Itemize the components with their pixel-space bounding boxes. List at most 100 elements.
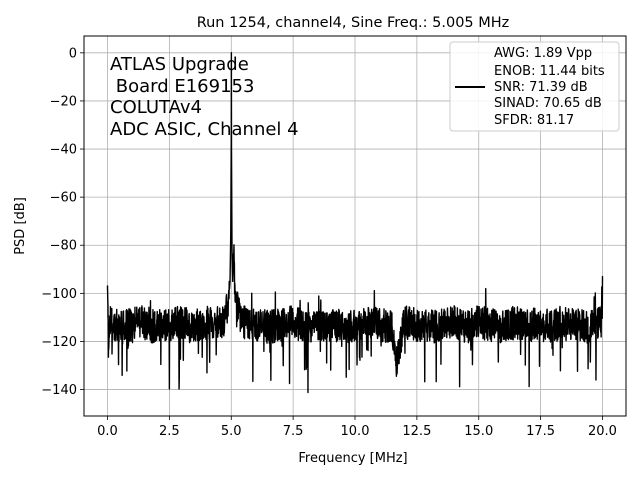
psd-data-point [366,321,368,323]
psd-data-point [600,321,602,323]
psd-data-point [552,326,554,328]
psd-data-point [243,321,245,323]
psd-data-point [601,275,604,278]
psd-data-point [106,285,109,287]
psd-data-point [564,321,566,323]
legend-entry-snr: SNR: 71.39 dB [494,80,588,95]
y-axis: 0 −20 −40 −60 −80 −100 −120 −140 [41,46,84,398]
psd-data-point [267,326,269,328]
y-tick-label: −60 [50,191,77,206]
legend-entry-awg: AWG: 1.89 Vpp [494,46,592,61]
psd-data-point [225,311,227,314]
psd-data-point [200,324,203,326]
psd-data-point [329,324,331,326]
psd-data-point [233,254,235,256]
annotation-line-2: Board E169153 [110,76,254,97]
x-tick-label: 2.5 [159,424,180,439]
psd-data-point [151,326,153,328]
annotation-line-4: ADC ASIC, Channel 4 [110,119,299,140]
x-tick-label: 10.0 [341,424,370,439]
psd-data-point [589,326,591,328]
psd-data-point [131,324,133,326]
psd-data-point [191,326,193,328]
psd-data-point [354,324,356,326]
y-tick-label: −120 [41,335,77,350]
psd-data-point [515,321,517,323]
psd-data-point [234,287,236,290]
psd-data-point [465,326,467,328]
legend-entry-sinad: SINAD: 70.65 dB [494,96,602,111]
psd-data-point [121,326,123,328]
x-axis: 0.0 2.5 5.0 7.5 10.0 12.5 15.0 17.5 20.0 [97,416,617,439]
psd-data-point [255,324,257,326]
y-axis-label: PSD [dB] [13,197,28,255]
x-tick-label: 20.0 [588,424,617,439]
psd-data-point [304,326,307,328]
psd-data-point [428,326,430,328]
psd-data-point [218,321,220,323]
legend-box [449,41,620,132]
psd-data-point [490,324,492,326]
psd-data-point [317,324,319,326]
psd-data-point [395,364,397,367]
x-axis-label: Frequency [MHz] [298,451,407,466]
psd-data-point [416,324,418,326]
psd-data-point [342,326,344,328]
psd-data-point [223,319,225,321]
psd-data-point [502,326,505,328]
psd-data-point [228,297,230,299]
series-layer [106,52,604,394]
psd-data-point [107,316,109,318]
psd-data-point [230,232,232,234]
annotation-line-1: ATLAS Upgrade [110,54,249,75]
psd-data-point [280,324,282,326]
legend: AWG: 1.89 Vpp ENOB: 11.44 bits SNR: 71.3… [449,41,620,132]
psd-data-point [230,52,232,54]
board-annotation: ATLAS Upgrade Board E169153 COLUTAv4 ADC… [110,54,299,140]
x-tick-label: 5.0 [221,424,242,439]
legend-entry-sfdr: SFDR: 81.17 [494,113,574,128]
annotation-line-3: COLUTAv4 [110,97,202,118]
y-tick-label: −100 [41,287,77,302]
psd-data-point [527,324,529,326]
x-tick-label: 15.0 [464,424,493,439]
legend-entry-enob: ENOB: 11.44 bits [494,64,605,79]
x-tick-label: 12.5 [402,424,431,439]
x-tick-label: 17.5 [526,424,555,439]
psd-data-point [391,326,393,328]
psd-data-point [478,321,480,323]
psd-data-point [231,249,233,251]
psd-data-point [229,280,231,282]
psd-data-point [107,345,110,347]
psd-data-point [577,324,579,326]
psd-data-point [141,321,143,323]
psd-data-point [403,321,406,323]
psd-data-point [441,324,443,326]
chart-title: Run 1254, channel4, Sine Freq.: 5.005 MH… [197,15,510,31]
x-tick-label: 0.0 [97,424,118,439]
y-tick-label: 0 [69,46,77,61]
psd-data-point [235,299,237,302]
psd-data-point [171,324,173,326]
psd-data-point [292,321,294,323]
psd-data-point [181,321,183,323]
psd-data-point [230,136,232,138]
psd-data-point [114,324,116,326]
psd-data-point [161,324,163,326]
psd-data-point [230,148,233,150]
psd-data-point [109,321,111,323]
psd-data-point [379,324,381,326]
psd-data-point [238,311,240,314]
x-tick-label: 7.5 [283,424,304,439]
y-tick-label: −40 [50,143,77,158]
psd-series-line [106,52,604,394]
psd-data-point [232,280,234,282]
grid-lines [84,36,626,416]
psd-data-point [453,321,455,323]
y-tick-label: −20 [50,94,77,109]
y-tick-label: −80 [50,239,77,254]
y-tick-label: −140 [41,383,77,398]
psd-data-point [540,324,542,326]
psd-data-point [210,321,213,323]
